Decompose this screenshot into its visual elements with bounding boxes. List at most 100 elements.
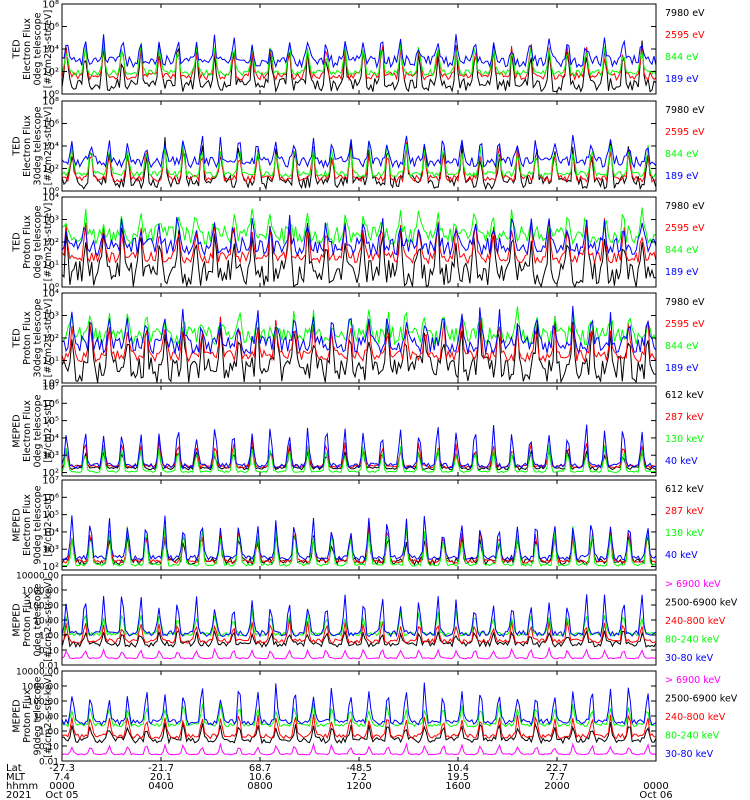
ytick-label-6-0: 0.01 [39,662,59,672]
series-6-4 [61,594,657,638]
time-lat-5: 22.7 [546,763,568,774]
ylabel-0: TEDElectron Flux0deg telescope[#/cm2-s-s… [11,10,54,89]
ylabel-line-3-1: Proton Flux [22,311,33,365]
legend-6-0: > 6900 keV [665,579,721,590]
ytick-label-7-5: 1000.00 [22,683,59,693]
ylabel-1: TEDElectron Flux30deg telescope[#/cm2-s-… [11,106,54,185]
legend-3-0: 7980 eV [665,297,705,308]
series-6-1 [61,629,657,649]
ytick-label-2-0: 10⁰ [42,283,59,294]
ytick-label-4-0: 10² [42,468,59,479]
ytick-label-0-0: 10⁰ [42,90,59,101]
ytick-label-3-1: 10¹ [42,356,59,367]
ylabel-line-2-3: [#/cm2-s-str-eV] [43,203,54,282]
ytick-label-0-2: 10⁴ [42,45,59,56]
time-mlt-0: 7.4 [54,772,70,783]
time-mlt-3: 7.2 [351,772,367,783]
ylabel-line-3-2: 30deg telescope [32,298,43,377]
time-lat-0: -27.3 [49,763,75,774]
panel-7: 0.010.101.0010.00100.001000.0010000.00ME… [11,668,738,768]
ytick-label-5-5: 10⁷ [42,476,59,487]
legend-7-0: > 6900 keV [665,675,721,686]
legend-6-4: 30-80 keV [665,653,714,664]
ytick-label-3-2: 10² [42,334,59,345]
series-2-2 [61,207,657,247]
series-7-4 [61,682,657,727]
panel-3: 10⁰ 10¹ 10² 10³ 10⁴ TEDProton Flux30deg teles… [11,289,705,390]
series-0-2 [61,40,657,77]
ytick-label-3-3: 10³ [42,311,59,322]
ytick-label-1-2: 10⁴ [42,142,59,153]
legend-0-1: 2595 eV [665,30,705,41]
row-label-mlt: MLT [6,772,26,783]
ylabel-line-5-0: MEPED [11,508,22,541]
ytick-label-7-4: 100.00 [28,698,60,708]
legend-5-2: 130 keV [665,528,704,539]
time-hhmm-5: 2000 [544,781,569,792]
series-3-3 [61,305,657,356]
ylabel-2: TEDProton Flux0deg telescope[#/cm2-s-str… [11,203,54,282]
ylabel-line-7-0: MEPED [11,699,22,732]
series-5-3 [61,515,657,562]
legend-3-2: 844 eV [665,341,699,352]
legend-6-1: 2500-6900 keV [665,598,738,609]
ylabel-line-2-2: 0deg telescope [32,205,43,278]
time-date-0: Oct 05 [45,790,78,800]
panel-frame-4 [61,385,657,477]
ytick-label-0-1: 10² [42,67,59,78]
series-1-3 [61,134,657,169]
legend-4-3: 40 keV [665,456,698,467]
series-3-0 [61,316,657,384]
time-lat-2: 68.7 [249,763,271,774]
ytick-label-7-1: 0.10 [39,743,59,753]
series-3-2 [61,306,657,346]
time-mlt-1: 20.1 [150,772,172,783]
ytick-label-6-2: 1.00 [39,632,59,642]
ylabel-line-4-2: 0deg telescope [32,394,43,467]
ytick-label-5-2: 10⁴ [42,527,59,538]
legend-0-2: 844 eV [665,52,699,63]
ytick-label-6-4: 100.00 [28,602,60,612]
series-7-3 [61,703,657,728]
series-7-1 [61,721,657,745]
series-4-2 [61,444,657,474]
ylabel-line-6-3: [#/cm2-s-str-keV] [43,578,54,662]
legend-2-2: 844 eV [665,245,699,256]
ylabel-line-5-2: 90deg telescope [32,485,43,564]
ytick-label-4-4: 10⁶ [42,399,59,410]
ytick-label-7-6: 10000.00 [16,668,59,678]
legend-7-1: 2500-6900 keV [665,694,738,705]
legend-4-2: 130 keV [665,434,704,445]
time-lat-3: -48.5 [346,763,372,774]
ytick-label-5-0: 10² [42,562,59,573]
panel-frame-7 [61,670,657,762]
ytick-label-0-4: 10⁸ [42,0,59,11]
series-0-3 [61,34,657,69]
time-date-6: Oct 06 [639,790,672,800]
legend-7-4: 30-80 keV [665,749,714,760]
ylabel-line-1-1: Electron Flux [22,115,33,177]
time-mlt-2: 10.6 [249,772,271,783]
series-2-1 [61,218,657,265]
ylabel-line-2-0: TED [11,232,22,252]
time-hhmm-2: 0800 [247,781,272,792]
ytick-label-3-0: 10⁰ [42,379,59,390]
row-label-hhmm: hhmm [6,781,38,792]
ytick-label-6-3: 10.00 [33,617,59,627]
series-2-3 [61,214,657,257]
ytick-label-5-1: 10³ [42,545,59,556]
series-5-2 [61,526,657,567]
legend-2-3: 189 eV [665,267,699,278]
ytick-label-3-4: 10⁴ [42,289,59,300]
ytick-label-7-2: 1.00 [39,728,59,738]
legend-3-1: 2595 eV [665,319,705,330]
ylabel-line-3-0: TED [11,328,22,348]
legend-2-1: 2595 eV [665,223,705,234]
ytick-label-1-0: 10⁰ [42,187,59,198]
ylabel-line-0-3: [#/cm2-s-str-eV] [43,10,54,89]
series-6-2 [61,618,657,645]
ylabel-line-3-3: [#/cm2-s-str-eV] [43,299,54,378]
legend-0-3: 189 eV [665,74,699,85]
time-lat-4: 10.4 [447,763,469,774]
